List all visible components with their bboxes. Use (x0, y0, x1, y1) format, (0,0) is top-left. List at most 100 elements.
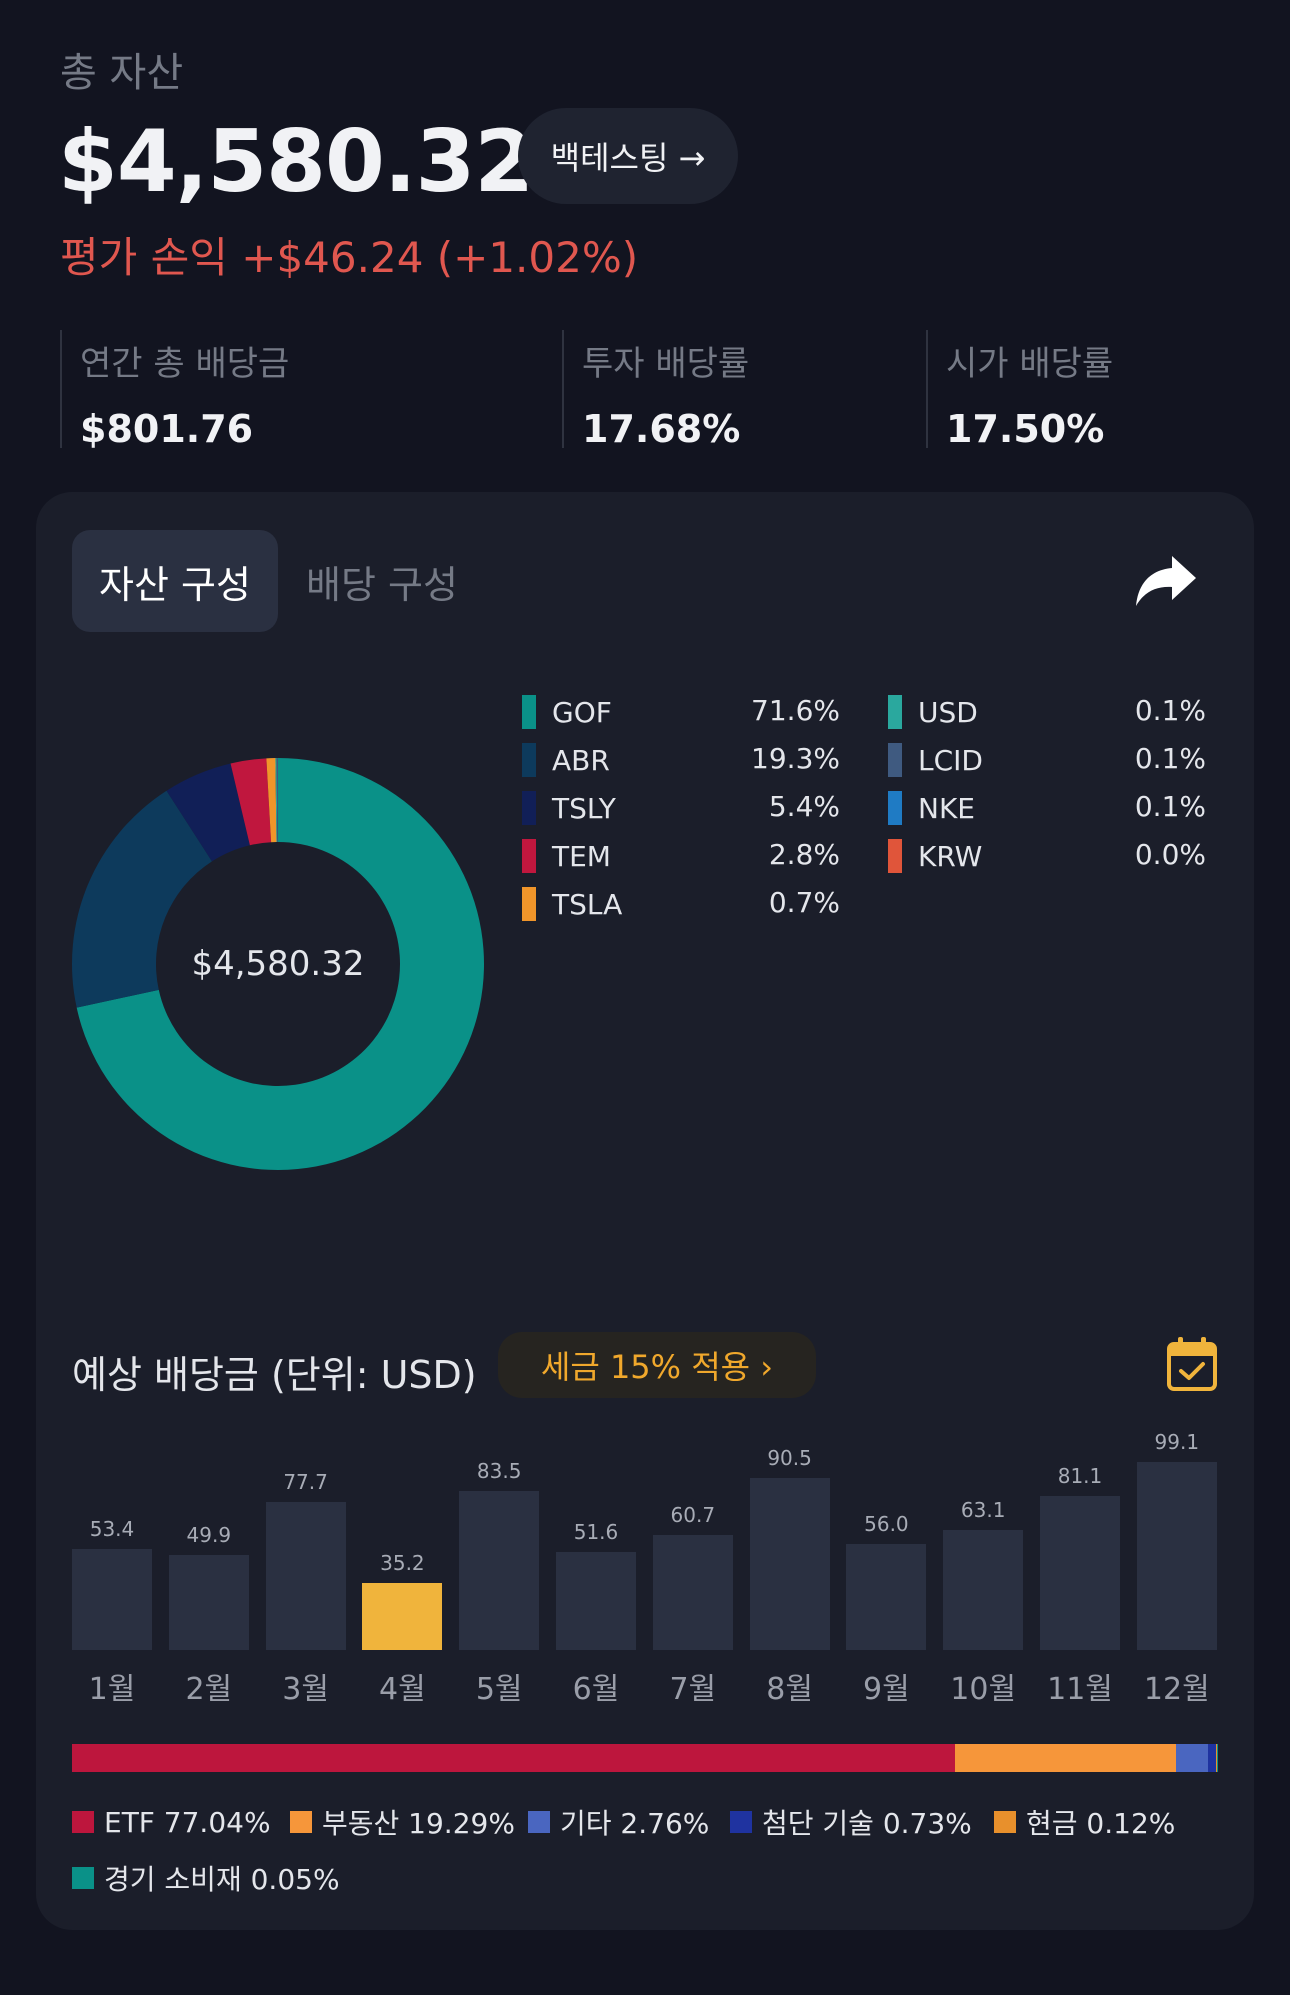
portfolio-card: 자산 구성 배당 구성 $4,580.32 GOF 71.6% ABR 19.3% TS… (36, 492, 1254, 1930)
month-label: 11월 (1047, 1672, 1113, 1707)
sector-swatch (72, 1811, 94, 1833)
sector-legend-item: 첨단 기술 0.73% (730, 1802, 972, 1842)
legend-percent: 0.7% (768, 886, 840, 919)
sector-label: 첨단 기술 0.73% (762, 1807, 972, 1840)
bar-value-label: 53.4 (89, 1516, 135, 1541)
month-label: 12월 (1143, 1672, 1210, 1707)
legend-name: LCID (918, 743, 983, 777)
legend-percent: 2.8% (768, 838, 840, 871)
sector-label: 현금 0.12% (1026, 1807, 1176, 1840)
stat-market-yield: 시가 배당률 17.50% (926, 330, 1114, 451)
donut-center-value: $4,580.32 (191, 944, 365, 984)
bar[interactable] (846, 1543, 927, 1650)
total-assets-label: 총 자산 (60, 50, 184, 96)
legend-percent: 0.1% (1134, 790, 1206, 823)
legend-item: TSLY (522, 788, 616, 828)
month-label: 5월 (475, 1672, 523, 1707)
bar-value-label: 99.1 (1154, 1429, 1200, 1454)
stat-annual-dividend: 연간 총 배당금 $801.76 (60, 330, 289, 451)
bar[interactable] (556, 1551, 636, 1650)
stat-cost-yield: 투자 배당률 17.68% (562, 330, 750, 451)
bar-value-label: 35.2 (380, 1551, 425, 1576)
sector-swatch (72, 1867, 94, 1889)
bar[interactable] (265, 1502, 346, 1650)
pnl-text: 평가 손익 +$46.24 (+1.02%) (60, 233, 639, 282)
total-assets-value: $4,580.32 (58, 112, 534, 212)
bar-value-label: 49.9 (186, 1523, 232, 1548)
sector-legend-item: 기타 2.76% (528, 1802, 709, 1842)
legend-name: NKE (918, 791, 975, 825)
tab-asset-composition[interactable]: 자산 구성 (72, 530, 278, 632)
bar[interactable] (72, 1548, 152, 1650)
legend-swatch (888, 839, 902, 873)
month-label: 4월 (379, 1672, 426, 1707)
bar-value-label: 51.6 (573, 1519, 619, 1544)
share-icon[interactable] (1134, 552, 1198, 608)
month-label: 1월 (88, 1672, 136, 1707)
month-label: 6월 (572, 1672, 620, 1707)
tax-toggle-button[interactable]: 세금 15% 적용 › (498, 1332, 816, 1398)
legend-item: NKE (888, 788, 975, 828)
sector-stack-bar (72, 1744, 1218, 1772)
legend-name: TSLY (552, 791, 616, 825)
legend-swatch (522, 839, 536, 873)
sector-segment (954, 1744, 1177, 1772)
donut-slice (230, 758, 272, 846)
stat-value: 17.68% (582, 407, 741, 451)
month-label: 8월 (766, 1672, 813, 1707)
sector-legend-item: 현금 0.12% (994, 1802, 1175, 1842)
bar[interactable] (459, 1491, 540, 1650)
sector-legend-item: 경기 소비재 0.05% (72, 1858, 340, 1898)
bar-value-label: 56.0 (864, 1511, 909, 1536)
stat-label: 투자 배당률 (582, 344, 750, 384)
stat-value: 17.50% (946, 407, 1105, 451)
legend-name: TSLA (552, 887, 623, 921)
legend-percent: 0.0% (1134, 838, 1206, 871)
dividend-stats: 연간 총 배당금 $801.76 투자 배당률 17.68% 시가 배당률 17… (60, 330, 1230, 451)
calendar-icon[interactable] (1166, 1336, 1218, 1392)
bar[interactable] (168, 1555, 249, 1650)
legend-item: TSLA (522, 884, 622, 924)
legend-percent: 19.3% (751, 742, 840, 775)
sector-segment (1216, 1744, 1218, 1772)
bar[interactable] (749, 1478, 830, 1650)
bar-value-label: 77.7 (283, 1470, 328, 1495)
bar-value-label: 90.5 (767, 1446, 812, 1471)
sector-label: ETF 77.04% (104, 1805, 271, 1839)
donut-slice (71, 790, 212, 1008)
bar[interactable] (1040, 1495, 1120, 1650)
sector-legend-item: ETF 77.04% (72, 1802, 271, 1842)
dividend-section-title: 예상 배당금 (단위: USD) (72, 1353, 477, 1397)
legend-item: USD (888, 692, 978, 732)
legend-item: GOF (522, 692, 612, 732)
bar[interactable] (1136, 1461, 1217, 1650)
legend-swatch (522, 743, 536, 777)
monthly-dividend-chart: 53.4 1월 49.9 2월 77.7 3월 35.2 4월 83.5 5월 51.6 6월 60.7… (36, 492, 1254, 1930)
legend-name: ABR (552, 743, 610, 777)
bar[interactable] (943, 1530, 1024, 1650)
month-label: 10월 (950, 1672, 1017, 1707)
legend-percent: 71.6% (751, 694, 840, 727)
legend-item: TEM (522, 836, 611, 876)
legend-name: GOF (552, 695, 612, 729)
sector-segment (1207, 1744, 1217, 1772)
donut-slice (266, 758, 277, 843)
sector-segment (1217, 1744, 1218, 1772)
bar-value-label: 60.7 (670, 1502, 716, 1527)
backtest-button[interactable]: 백테스팅 → (518, 108, 738, 204)
bar[interactable] (652, 1534, 733, 1650)
legend-percent: 5.4% (768, 790, 840, 823)
sector-segment (72, 1744, 955, 1772)
stat-label: 시가 배당률 (946, 344, 1114, 384)
sector-swatch (994, 1811, 1016, 1833)
bar[interactable] (362, 1583, 443, 1650)
donut-slice (76, 758, 484, 1170)
stat-value: $801.76 (80, 407, 254, 451)
tab-dividend-composition[interactable]: 배당 구성 (306, 562, 458, 607)
sector-legend-item: 부동산 19.29% (290, 1802, 515, 1842)
legend-swatch (888, 743, 902, 777)
legend-item: KRW (888, 836, 982, 876)
sector-label: 부동산 19.29% (322, 1807, 515, 1840)
legend-swatch (888, 791, 902, 825)
